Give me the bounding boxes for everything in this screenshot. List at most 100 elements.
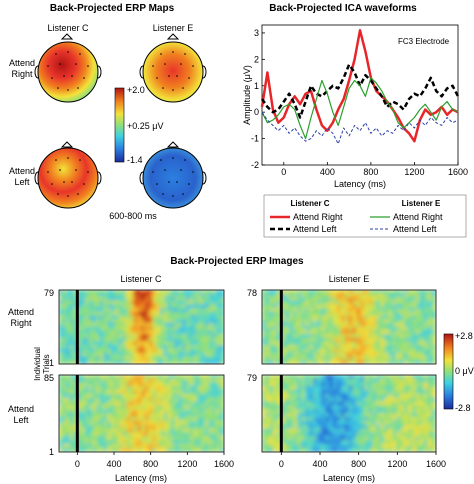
heatmap-cell: [344, 416, 350, 422]
heatmap-cell: [178, 447, 184, 452]
heatmap-cell: [293, 439, 299, 445]
heatmap-cell: [415, 304, 421, 309]
heatmap-cell: [126, 432, 131, 438]
heatmap-cell: [376, 447, 382, 452]
heatmap-cell: [277, 378, 283, 384]
heatmap-cell: [152, 401, 157, 407]
heatmap-cell: [293, 308, 299, 313]
heatmap-cell: [148, 304, 154, 309]
heatmap-cell: [219, 296, 224, 302]
heatmap-cell: [301, 315, 306, 321]
heatmap-cell: [77, 293, 82, 298]
heatmap-cell: [308, 304, 314, 309]
heatmap-cell: [305, 345, 310, 350]
heatmap-cell: [152, 308, 157, 313]
heatmap-cell: [269, 330, 275, 335]
heatmap-cell: [204, 447, 210, 452]
heatmap-cell: [316, 293, 322, 298]
heatmap-cell: [204, 308, 210, 313]
heatmap-cell: [380, 290, 386, 295]
electrode-dot: [67, 195, 69, 197]
heatmap-cell: [208, 333, 214, 339]
heatmap-cell: [133, 401, 139, 407]
heatmap-cell: [364, 439, 370, 445]
heatmap-cell: [336, 326, 342, 332]
heatmap-cell: [208, 428, 214, 434]
heatmap-cell: [336, 348, 342, 354]
heatmap-cell: [399, 311, 405, 317]
heatmap-cell: [88, 352, 94, 358]
heatmap-cell: [186, 348, 191, 354]
heatmap-cell: [122, 337, 127, 343]
heatmap-cell: [129, 356, 135, 361]
electrode-dot: [51, 77, 53, 79]
heatmap-cell: [289, 436, 295, 441]
heatmap-cell: [328, 311, 334, 317]
heatmap-cell: [388, 311, 393, 317]
heatmap-cell: [372, 345, 378, 350]
heatmap-cell: [427, 416, 433, 422]
heatmap-cell: [178, 326, 184, 332]
heatmap-cell: [197, 416, 202, 422]
heatmap-cell: [186, 409, 191, 414]
heatmap-cell: [376, 293, 382, 298]
heatmap-cell: [340, 443, 346, 449]
heatmap-cell: [118, 378, 124, 384]
heatmap-cell: [126, 375, 131, 380]
heatmap-cell: [163, 436, 169, 441]
heatmap-cell: [265, 382, 271, 388]
heatmap-cell: [216, 382, 221, 388]
heatmap-cell: [384, 352, 390, 358]
heatmap-cell: [122, 375, 127, 380]
heatmap-cell: [212, 439, 217, 445]
heatmap-cell: [156, 330, 161, 335]
heatmap-cell: [277, 300, 283, 306]
heatmap-cell: [305, 304, 310, 309]
heatmap-cell: [171, 290, 176, 295]
heatmap-cell: [265, 352, 271, 358]
heatmap-cell: [62, 348, 67, 354]
heatmap-cell: [403, 439, 409, 445]
heatmap-cell: [423, 413, 429, 418]
heatmap-cell: [69, 420, 75, 426]
heatmap-cell: [336, 386, 342, 391]
heatmap-cell: [364, 436, 370, 441]
heatmap-cell: [403, 424, 409, 430]
heatmap-cell: [159, 424, 165, 430]
heatmap-cell: [312, 352, 318, 358]
heatmap-cell: [372, 315, 378, 321]
heatmap-cell: [88, 330, 94, 335]
heatmap-cell: [186, 322, 191, 328]
heatmap-cell: [118, 405, 124, 411]
heatmap-cell: [141, 290, 146, 295]
heatmap-cell: [324, 436, 330, 441]
heatmap-cell: [297, 311, 303, 317]
heatmap-cell: [320, 436, 326, 441]
heatmap-cell: [344, 333, 350, 339]
heatmap-cell: [118, 393, 124, 399]
heatmap-cell: [96, 296, 101, 302]
heatmap-cell: [62, 293, 67, 298]
heatmap-cell: [297, 393, 303, 399]
heatmap-cell: [178, 424, 184, 430]
heatmap-cell: [269, 405, 275, 411]
heatmap-cell: [178, 386, 184, 391]
heatmap-cell: [84, 447, 90, 452]
heatmap-cell: [148, 322, 154, 328]
heatmap-cell: [174, 432, 180, 438]
heatmap-cell: [114, 397, 120, 403]
heatmap-cell: [388, 424, 393, 430]
heatmap-cell: [159, 356, 165, 361]
heatmap-cell: [301, 382, 306, 388]
heatmap-cell: [171, 420, 176, 426]
heatmap-cell: [277, 319, 283, 324]
heatmap-cell: [407, 409, 413, 414]
heatmap-cell: [423, 308, 429, 313]
heatmap-cell: [133, 428, 139, 434]
heatmap-cell: [197, 333, 202, 339]
heatmap-xtick-label: 400: [106, 459, 121, 469]
heatmap-cell: [411, 337, 417, 343]
electrode-dot: [164, 63, 166, 65]
heatmap-cell: [388, 308, 393, 313]
heatmap-cell: [129, 330, 135, 335]
